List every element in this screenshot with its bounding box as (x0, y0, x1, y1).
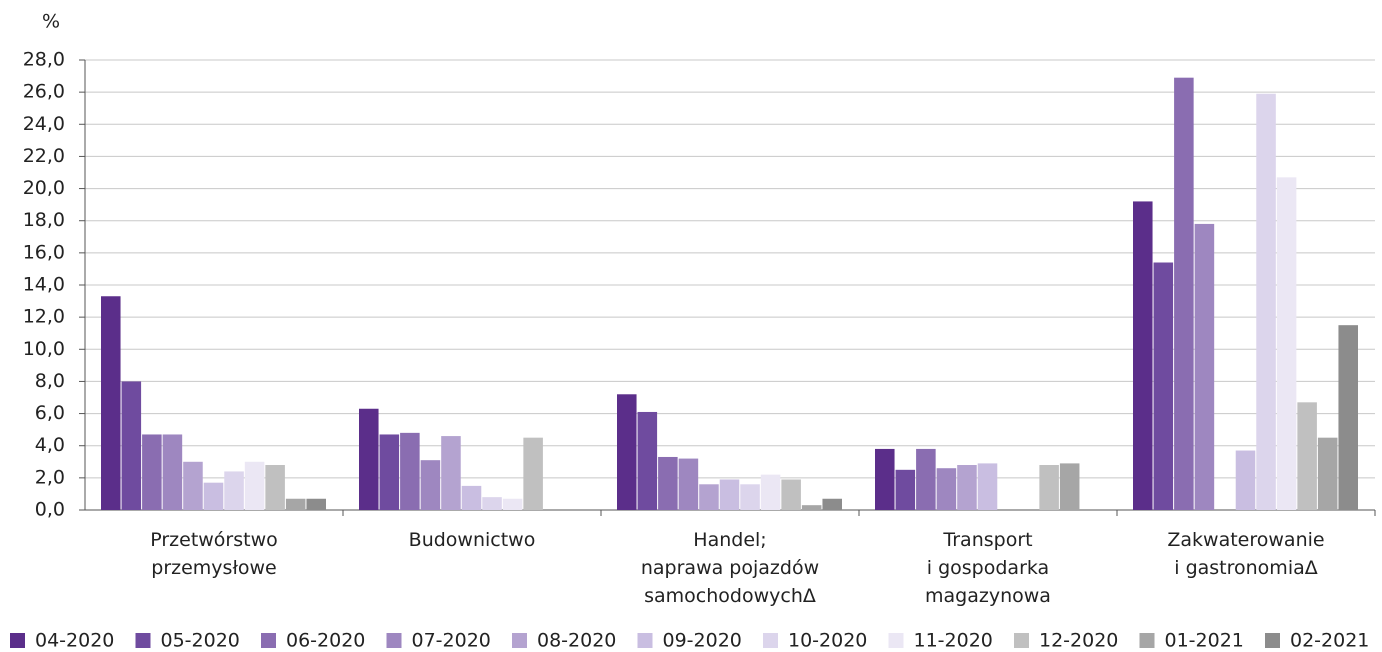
bar (875, 448, 895, 510)
bar (1297, 402, 1317, 510)
bar (1153, 262, 1174, 510)
bar (306, 498, 326, 510)
bar (162, 434, 183, 510)
legend-label: 08-2020 (537, 630, 616, 652)
y-tick-label: 28,0 (23, 49, 65, 71)
y-tick-label: 0,0 (35, 499, 65, 521)
y-tick-label: 26,0 (23, 81, 65, 103)
legend-swatch (763, 633, 778, 648)
legend-label: 09-2020 (663, 630, 742, 652)
bar (461, 485, 482, 510)
legend-label: 02-2021 (1290, 630, 1369, 652)
y-tick-label: 6,0 (35, 402, 65, 424)
bar (1317, 437, 1338, 510)
legend-swatch (261, 633, 276, 648)
bar (740, 484, 760, 510)
x-tick-label: Budownictwo (409, 529, 536, 551)
bar (142, 434, 162, 510)
bar (822, 498, 842, 510)
bar (441, 436, 461, 510)
legend-swatch (888, 633, 904, 648)
bar (101, 296, 121, 510)
x-tick-label: Przetwórstwo przemysłowe (150, 529, 278, 579)
bar (244, 461, 265, 510)
legend-swatch (135, 633, 151, 648)
bar (760, 474, 781, 510)
bar (379, 434, 400, 510)
bar (1039, 465, 1059, 510)
bar (1174, 77, 1194, 510)
bar (121, 381, 142, 510)
legend-swatch (1014, 633, 1029, 648)
bar (1194, 223, 1215, 510)
bar (1276, 177, 1297, 511)
y-tick-label: 18,0 (23, 209, 65, 231)
bar (400, 432, 420, 510)
bar (719, 479, 740, 510)
bar (617, 394, 637, 510)
legend-label: 01-2021 (1165, 630, 1244, 652)
x-tick-label: Transport i gospodarka magazynowa (925, 529, 1051, 607)
bar (895, 469, 916, 510)
bar (523, 437, 543, 510)
legend-swatch (386, 633, 402, 648)
legend-swatch (1139, 633, 1155, 648)
bar (781, 479, 801, 510)
y-tick-label: 12,0 (23, 306, 65, 328)
bar (224, 471, 244, 510)
bar (916, 448, 936, 510)
bar (285, 498, 306, 510)
bar (1338, 325, 1358, 510)
bar (957, 465, 977, 510)
legend-label: 11-2020 (914, 630, 993, 652)
legend-label: 10-2020 (788, 630, 867, 652)
bar (699, 484, 719, 510)
legend-swatch (1265, 633, 1280, 648)
x-tick-label: Handel; naprawa pojazdów samochodowychΔ (641, 529, 819, 607)
y-tick-label: 22,0 (23, 145, 65, 167)
x-tick-label: Zakwaterowanie i gastronomiaΔ (1167, 529, 1324, 579)
bar (265, 465, 285, 510)
bar (420, 460, 441, 510)
y-axis-label: % (42, 11, 60, 33)
bar (1235, 450, 1256, 510)
y-tick-label: 16,0 (23, 241, 65, 263)
bar (1256, 93, 1276, 510)
y-tick-label: 20,0 (23, 177, 65, 199)
y-tick-label: 24,0 (23, 113, 65, 135)
bar (678, 458, 699, 510)
bar (637, 411, 658, 510)
y-tick-label: 2,0 (35, 466, 65, 488)
bar (203, 482, 224, 510)
legend-label: 12-2020 (1039, 630, 1118, 652)
legend-swatch (10, 633, 25, 648)
y-tick-label: 10,0 (23, 338, 65, 360)
legend-label: 04-2020 (35, 630, 114, 652)
legend-swatch (637, 633, 653, 648)
bar (658, 456, 678, 510)
bar (1133, 201, 1153, 510)
bar (482, 497, 502, 510)
bar (936, 468, 957, 510)
bar (359, 408, 379, 510)
legend-label: 05-2020 (161, 630, 240, 652)
y-tick-label: 14,0 (23, 274, 65, 296)
legend-swatch (512, 633, 527, 648)
legend-label: 07-2020 (412, 630, 491, 652)
bar (502, 498, 523, 510)
bar (1059, 463, 1080, 510)
y-tick-label: 4,0 (35, 434, 65, 456)
y-tick-label: 8,0 (35, 370, 65, 392)
bar (801, 505, 822, 510)
bar (183, 461, 203, 510)
legend-label: 06-2020 (286, 630, 365, 652)
bar (977, 463, 998, 510)
